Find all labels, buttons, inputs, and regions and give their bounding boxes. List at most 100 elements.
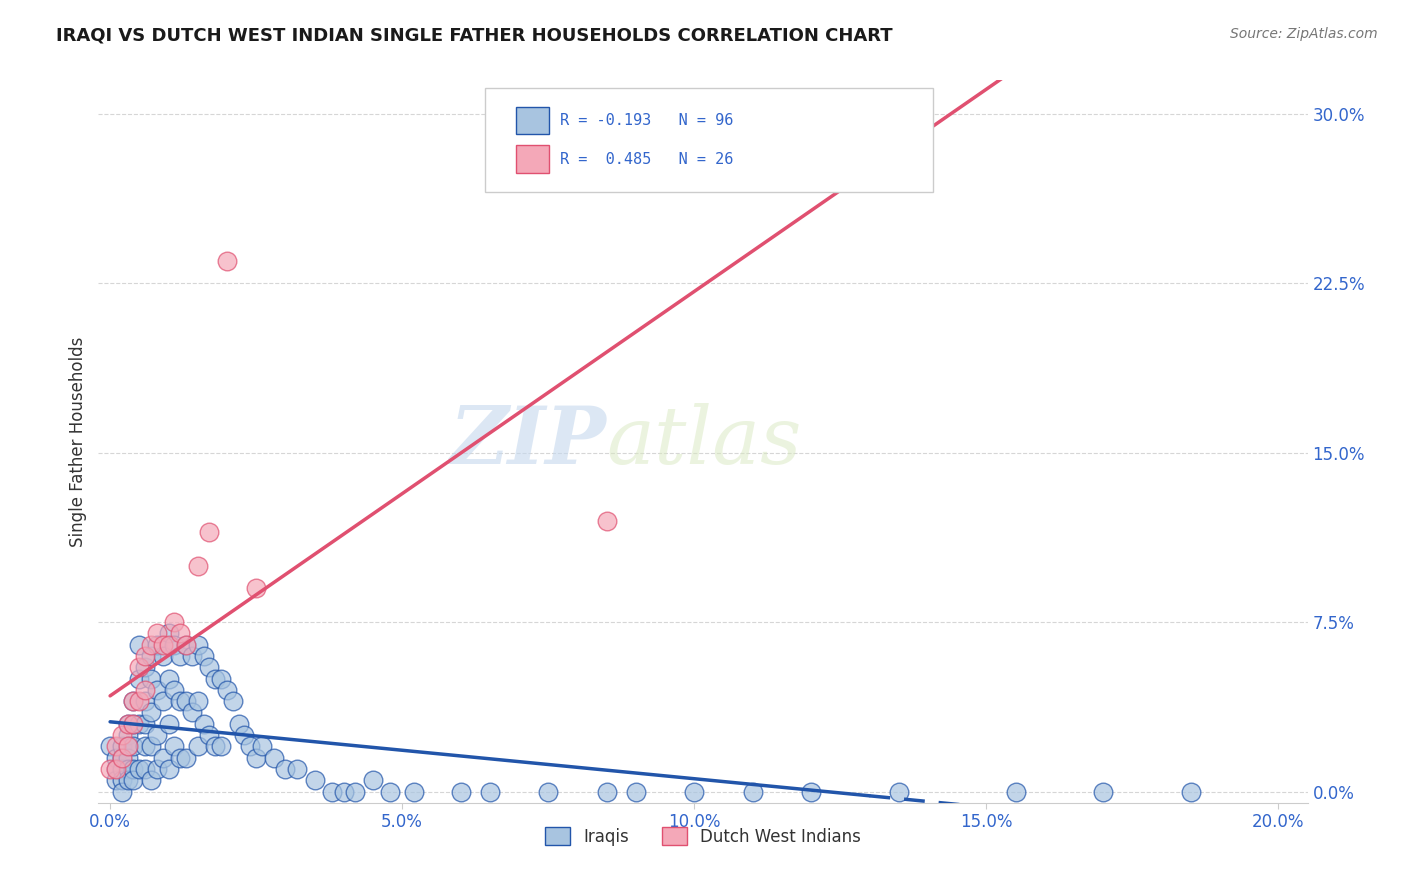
Point xyxy=(139,773,162,788)
Point xyxy=(163,615,186,630)
Point xyxy=(402,784,425,798)
Point xyxy=(157,638,180,652)
Point xyxy=(169,694,191,708)
Point xyxy=(741,784,763,798)
Point xyxy=(174,638,197,652)
Point xyxy=(111,762,134,776)
Point xyxy=(128,716,150,731)
Point xyxy=(263,750,285,764)
Point xyxy=(187,558,209,573)
Point xyxy=(595,514,617,528)
Point xyxy=(111,784,134,798)
Point xyxy=(122,694,145,708)
Point xyxy=(152,694,174,708)
Point xyxy=(117,728,139,742)
Point xyxy=(624,784,647,798)
Text: ZIP: ZIP xyxy=(450,403,606,480)
Point xyxy=(152,638,174,652)
Point xyxy=(285,762,308,776)
Point xyxy=(146,728,169,742)
Point xyxy=(111,773,134,788)
Y-axis label: Single Father Households: Single Father Households xyxy=(69,336,87,547)
Point xyxy=(198,728,221,742)
Point xyxy=(122,694,145,708)
Point xyxy=(104,762,127,776)
Point xyxy=(139,648,162,663)
Point xyxy=(209,672,232,686)
Point xyxy=(134,660,156,674)
Point xyxy=(887,784,910,798)
Point xyxy=(117,716,139,731)
Point xyxy=(209,739,232,754)
Point xyxy=(134,682,156,697)
Point xyxy=(122,773,145,788)
Point xyxy=(157,716,180,731)
Point xyxy=(128,638,150,652)
Point xyxy=(187,694,209,708)
Point xyxy=(204,739,226,754)
Point xyxy=(152,648,174,663)
Point xyxy=(98,739,121,754)
Point xyxy=(174,750,197,764)
Point xyxy=(380,784,402,798)
Point xyxy=(134,694,156,708)
Point xyxy=(139,706,162,720)
Point xyxy=(233,728,256,742)
Point xyxy=(215,253,238,268)
Point xyxy=(450,784,472,798)
Point xyxy=(152,750,174,764)
Point xyxy=(117,739,139,754)
Point xyxy=(245,582,267,596)
Point xyxy=(332,784,354,798)
Point xyxy=(134,762,156,776)
Text: Source: ZipAtlas.com: Source: ZipAtlas.com xyxy=(1230,27,1378,41)
Point xyxy=(122,762,145,776)
Point xyxy=(157,672,180,686)
Point xyxy=(304,773,326,788)
Point xyxy=(104,762,127,776)
Point xyxy=(157,762,180,776)
Point xyxy=(239,739,262,754)
Point xyxy=(104,750,127,764)
Point xyxy=(98,762,121,776)
Point xyxy=(595,784,617,798)
Point xyxy=(146,638,169,652)
Point xyxy=(245,750,267,764)
Point xyxy=(157,626,180,640)
Point xyxy=(122,739,145,754)
Point xyxy=(321,784,343,798)
Point xyxy=(174,638,197,652)
Point xyxy=(193,648,215,663)
Point xyxy=(128,672,150,686)
Point xyxy=(478,784,501,798)
Point xyxy=(274,762,297,776)
Point xyxy=(117,750,139,764)
Point xyxy=(128,660,150,674)
Legend: Iraqis, Dutch West Indians: Iraqis, Dutch West Indians xyxy=(538,821,868,852)
Point xyxy=(169,750,191,764)
Text: R =  0.485   N = 26: R = 0.485 N = 26 xyxy=(561,152,734,167)
Text: R = -0.193   N = 96: R = -0.193 N = 96 xyxy=(561,113,734,128)
FancyBboxPatch shape xyxy=(485,87,932,193)
Point xyxy=(193,716,215,731)
Point xyxy=(146,626,169,640)
Text: atlas: atlas xyxy=(606,403,801,480)
Point xyxy=(128,694,150,708)
Point xyxy=(117,762,139,776)
Point xyxy=(361,773,384,788)
Bar xyxy=(516,107,550,135)
Point xyxy=(204,672,226,686)
Point xyxy=(122,716,145,731)
Point xyxy=(215,682,238,697)
Point xyxy=(858,129,880,144)
Point xyxy=(134,648,156,663)
Point xyxy=(139,672,162,686)
Point xyxy=(169,648,191,663)
Point xyxy=(169,626,191,640)
Point xyxy=(1092,784,1115,798)
Point xyxy=(134,739,156,754)
Point xyxy=(111,728,134,742)
Bar xyxy=(516,145,550,173)
Point xyxy=(344,784,367,798)
Point xyxy=(163,638,186,652)
